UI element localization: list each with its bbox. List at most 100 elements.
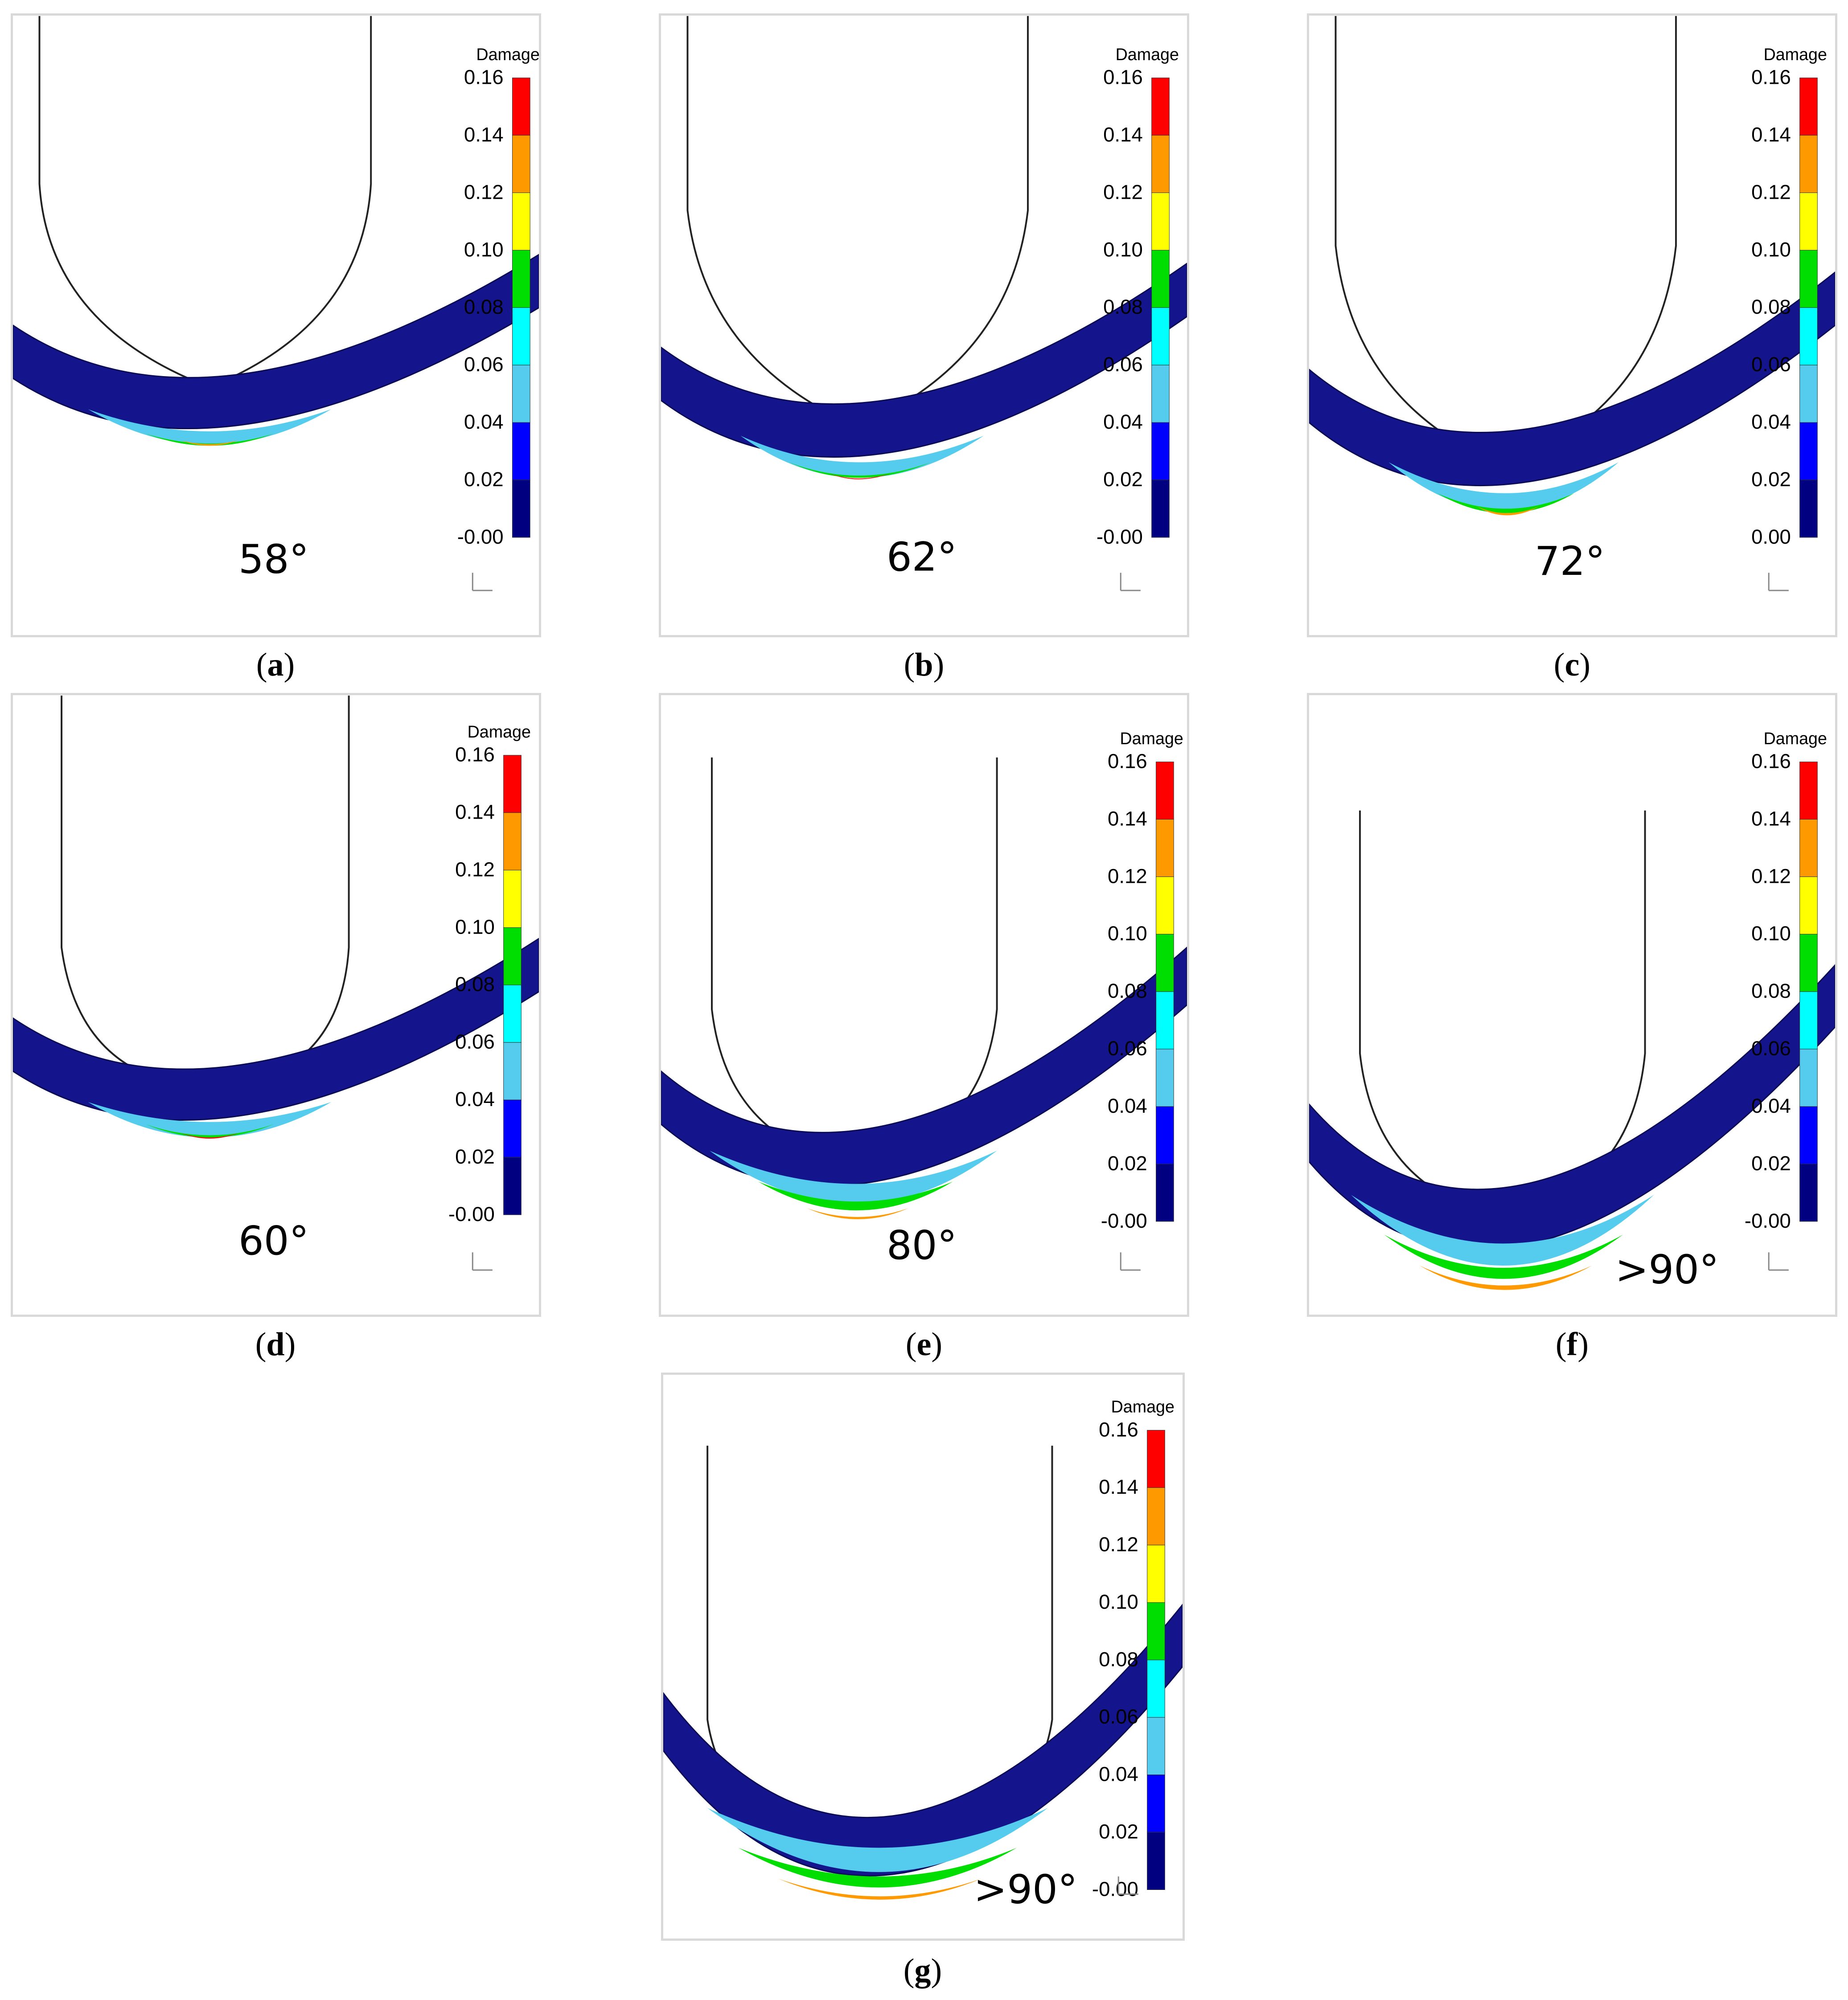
- legend-swatch: [1147, 1487, 1165, 1545]
- legend-swatch: [1147, 1775, 1165, 1833]
- legend-tick-label: 0.12: [1103, 180, 1143, 203]
- damage-max: [807, 1208, 909, 1219]
- legend-title: Damage: [476, 45, 539, 64]
- legend-tick-label: 0.06: [1751, 1037, 1791, 1060]
- legend-swatch: [1147, 1660, 1165, 1718]
- legend-tick-label: 0.06: [1751, 353, 1791, 376]
- legend-tick-label: 0.06: [464, 353, 504, 376]
- legend-tick-label: 0.10: [1099, 1590, 1138, 1613]
- sheet-strip: [1309, 271, 1835, 486]
- angle-label: 72°: [1535, 538, 1605, 585]
- legend-swatch: [1799, 365, 1818, 423]
- legend-tick-label: 0.08: [1099, 1648, 1138, 1671]
- legend-title: Damage: [1764, 45, 1827, 64]
- legend-swatch: [503, 1042, 522, 1100]
- legend-swatch: [1151, 135, 1170, 193]
- legend-tick-label: 0.04: [1751, 1094, 1791, 1117]
- damage-zone: [707, 1808, 1048, 1872]
- panel-a: Damage 0.16 0.14 0.12 0.10 0.08 0.06 0.04 0.02 -0…: [11, 13, 541, 637]
- legend-swatch: [503, 1099, 522, 1158]
- legend-swatch: [503, 927, 522, 985]
- damage-peak: [789, 462, 931, 478]
- panel-e: Damage 0.16 0.14 0.12 0.10 0.08 0.06 0.04 0.02 -0…: [659, 693, 1189, 1317]
- legend-swatch: [1799, 991, 1818, 1049]
- legend-tick-label: 0.02: [455, 1145, 495, 1168]
- legend-title: Damage: [1120, 729, 1183, 748]
- legend-title: Damage: [1116, 45, 1179, 64]
- legend-swatch: [503, 1157, 522, 1215]
- legend-swatch: [512, 422, 530, 480]
- legend-tick-label: 0.06: [455, 1030, 495, 1053]
- legend-tick-label: 0.08: [1103, 295, 1143, 318]
- legend-tick-label: 0.04: [1103, 410, 1143, 433]
- legend-swatch: [1151, 422, 1170, 480]
- damage-peak: [758, 1181, 953, 1211]
- legend-tick-label: 0.16: [455, 743, 495, 766]
- legend-swatch: [1147, 1430, 1165, 1488]
- legend-swatch: [512, 307, 530, 365]
- legend-swatch: [512, 193, 530, 250]
- legend-tick-label: 0.06: [1108, 1037, 1147, 1060]
- punch-outline: [686, 16, 1029, 428]
- legend-tick-label: 0.12: [1099, 1533, 1138, 1556]
- legend-tick-label: 0.12: [1751, 180, 1791, 203]
- legend-swatch: [1799, 1049, 1818, 1107]
- legend-swatch: [1156, 1164, 1174, 1222]
- caption-c: (c): [1553, 647, 1591, 683]
- legend-tick-label: 0.08: [1751, 295, 1791, 318]
- axis-triad: [1768, 1252, 1789, 1271]
- legend-swatch: [1156, 762, 1174, 820]
- legend-swatch: [1799, 135, 1818, 193]
- legend-tick-label: -0.00: [1745, 1209, 1791, 1232]
- legend-swatch: [512, 480, 530, 538]
- legend-swatch: [1151, 307, 1170, 365]
- legend-swatch: [1151, 193, 1170, 250]
- legend-tick-label: 0.02: [1751, 1152, 1791, 1175]
- legend-tick-label: 0.12: [464, 180, 504, 203]
- legend-swatch: [1799, 1106, 1818, 1164]
- legend-tick-label: 0.00: [1751, 525, 1791, 548]
- damage-peak: [145, 433, 274, 446]
- legend-swatch: [1799, 819, 1818, 877]
- legend-swatch: [1156, 1106, 1174, 1164]
- legend-tick-label: 0.06: [1103, 353, 1143, 376]
- axis-triad: [1117, 1876, 1138, 1895]
- legend-swatch: [503, 812, 522, 871]
- legend-tick-label: 0.08: [464, 295, 504, 318]
- axis-triad: [1768, 573, 1789, 591]
- legend-tick-label: -0.00: [1101, 1209, 1147, 1232]
- legend-swatch: [1799, 876, 1818, 934]
- legend-swatch: [1147, 1545, 1165, 1603]
- legend-tick-label: 0.02: [1751, 468, 1791, 491]
- legend-swatch: [1799, 480, 1818, 538]
- legend-tick-label: 0.02: [1108, 1152, 1147, 1175]
- legend-swatch: [1151, 480, 1170, 538]
- punch-outline: [1335, 16, 1677, 468]
- caption-a: (a): [256, 647, 295, 683]
- legend-swatch: [1799, 78, 1818, 136]
- axis-triad: [1120, 573, 1141, 591]
- panel-b: Damage 0.16 0.14 0.12 0.10 0.08 0.06 0.04 0.02 -0…: [659, 13, 1189, 637]
- legend-tick-label: 0.12: [1751, 865, 1791, 887]
- legend-tick-label: 0.10: [1108, 922, 1147, 945]
- legend-swatch: [1799, 1164, 1818, 1222]
- legend-swatch: [1799, 307, 1818, 365]
- legend-tick-label: 0.10: [1751, 922, 1791, 945]
- legend: Damage 0.16 0.14 0.12 0.10 0.08 0.06 0.04 0.02 -0…: [1096, 45, 1179, 548]
- damage-zone: [88, 1102, 331, 1138]
- fea-figure: Damage 0.16 0.14 0.12 0.10 0.08 0.06 0.04 0.02 -0…: [661, 729, 1187, 1271]
- fea-figure: Damage 0.16 0.14 0.12 0.10 0.08 0.06 0.04 0.02 -0…: [13, 16, 539, 591]
- angle-label: 58°: [238, 536, 309, 582]
- legend-tick-label: 0.16: [1751, 66, 1791, 89]
- legend-tick-label: 0.08: [1751, 980, 1791, 1002]
- legend-tick-label: 0.14: [1751, 123, 1791, 146]
- legend-swatch: [1147, 1717, 1165, 1775]
- legend-tick-label: 0.14: [464, 123, 504, 146]
- legend-tick-label: 0.02: [1099, 1820, 1138, 1843]
- sheet-strip: [13, 254, 539, 430]
- damage-zone: [710, 1151, 997, 1204]
- legend-tick-label: 0.16: [464, 66, 504, 89]
- legend-tick-label: 0.10: [1751, 238, 1791, 261]
- damage-zone: [1351, 1195, 1654, 1266]
- legend: Damage 0.16 0.14 0.12 0.10 0.08 0.06 0.04 0.02 -0…: [457, 45, 539, 548]
